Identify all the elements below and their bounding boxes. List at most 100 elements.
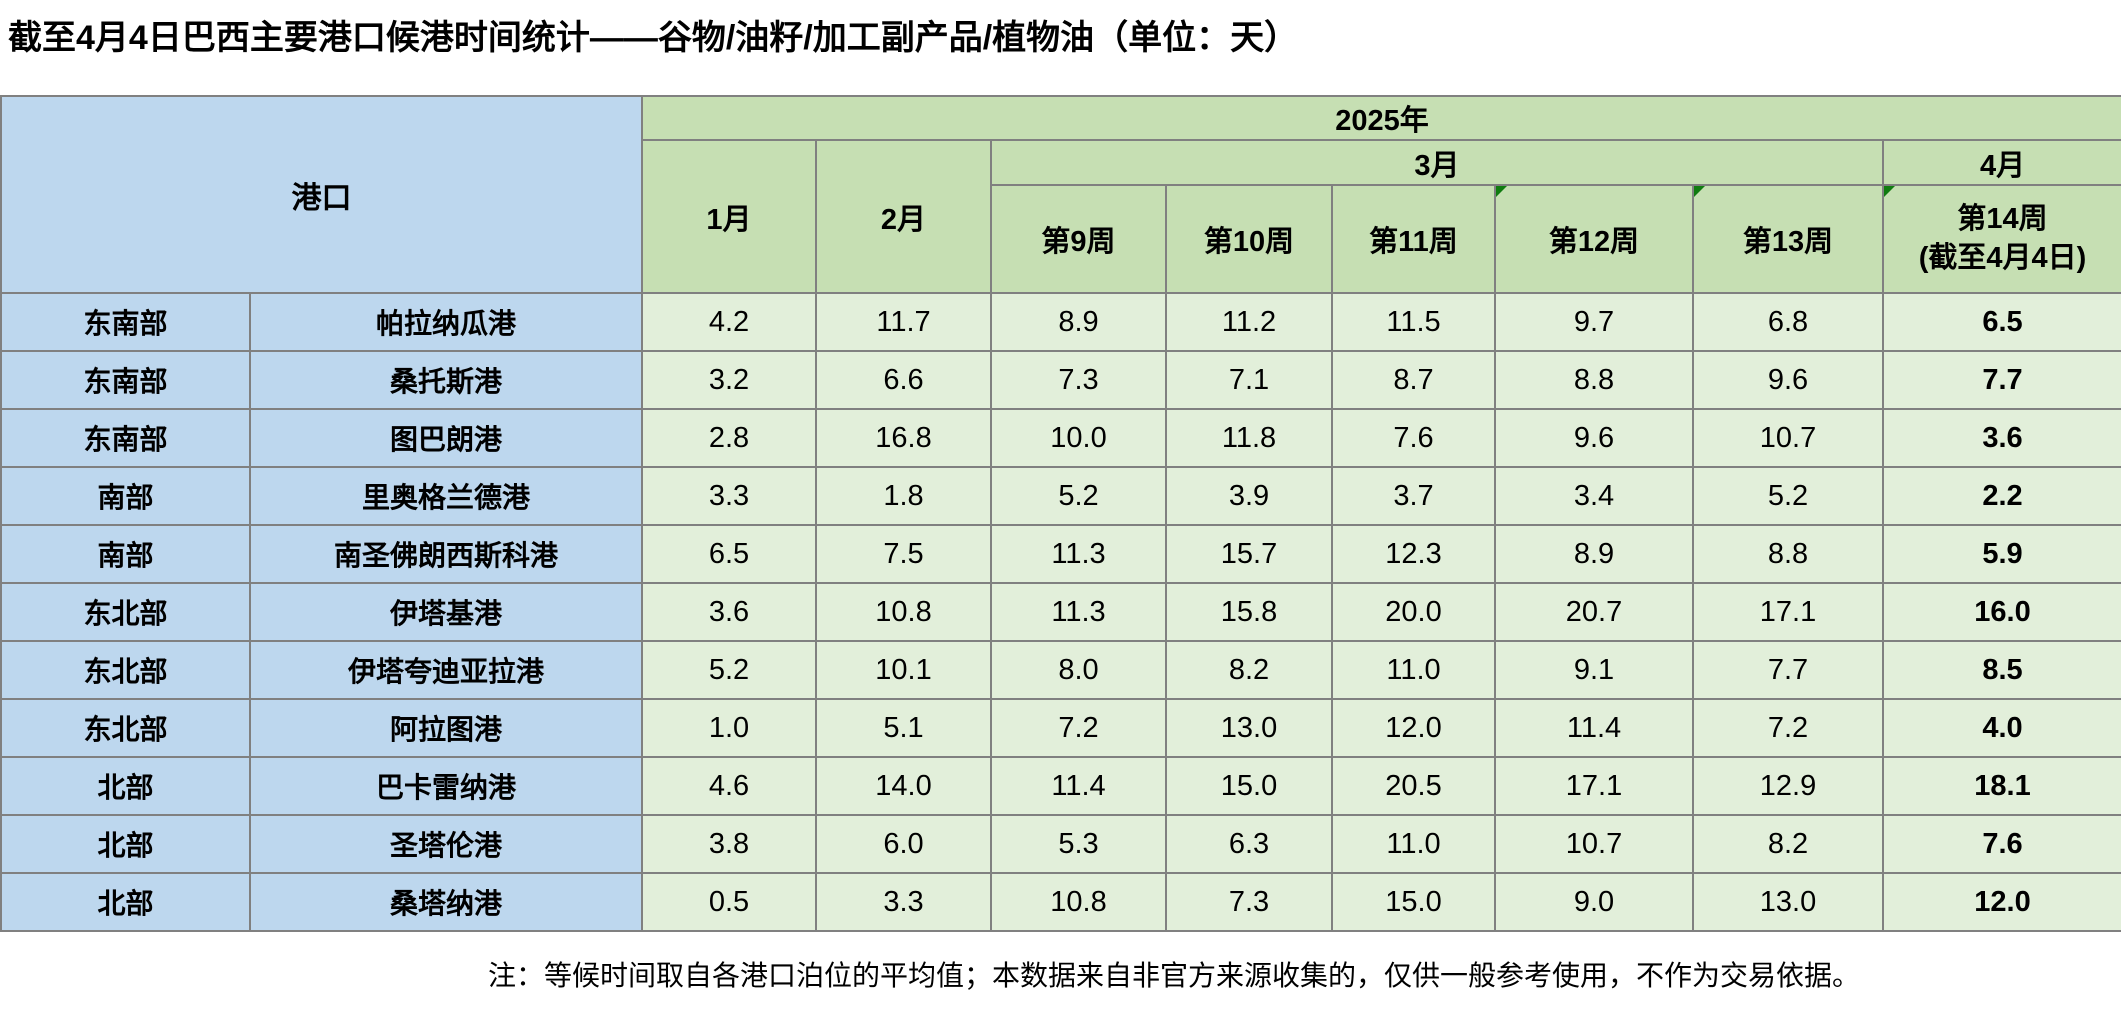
value-cell: 13.0 [1165, 698, 1333, 758]
region-cell: 东北部 [0, 640, 251, 700]
value-cell: 7.2 [1692, 698, 1884, 758]
value-cell: 5.3 [990, 814, 1167, 874]
value-cell: 16.0 [1881, 582, 2121, 642]
value-cell: 11.7 [815, 292, 992, 352]
value-cell: 5.2 [641, 640, 817, 700]
header-week-14: 第14周 (截至4月4日) [1881, 184, 2121, 294]
region-cell: 南部 [0, 524, 251, 584]
port-cell: 圣塔伦港 [249, 814, 643, 874]
region-cell: 北部 [0, 814, 251, 874]
value-cell: 7.2 [990, 698, 1167, 758]
value-cell: 11.3 [990, 524, 1167, 584]
value-cell: 5.9 [1881, 524, 2121, 584]
value-cell: 10.7 [1692, 408, 1884, 468]
port-cell: 巴卡雷纳港 [249, 756, 643, 816]
value-cell: 12.9 [1692, 756, 1884, 816]
port-cell: 伊塔夸迪亚拉港 [249, 640, 643, 700]
port-cell: 南圣佛朗西斯科港 [249, 524, 643, 584]
value-cell: 20.0 [1331, 582, 1496, 642]
header-port: 港口 [0, 95, 643, 294]
value-cell: 9.0 [1494, 872, 1694, 932]
value-cell: 7.6 [1881, 814, 2121, 874]
value-cell: 3.2 [641, 350, 817, 410]
value-cell: 3.3 [641, 466, 817, 526]
value-cell: 1.8 [815, 466, 992, 526]
value-cell: 5.1 [815, 698, 992, 758]
port-cell: 伊塔基港 [249, 582, 643, 642]
value-cell: 8.9 [1494, 524, 1694, 584]
value-cell: 7.6 [1331, 408, 1496, 468]
value-cell: 7.7 [1692, 640, 1884, 700]
header-month-jan: 1月 [641, 139, 817, 294]
value-cell: 16.8 [815, 408, 992, 468]
value-cell: 6.5 [1881, 292, 2121, 352]
header-week-11: 第11周 [1331, 184, 1496, 294]
value-cell: 4.0 [1881, 698, 2121, 758]
value-cell: 11.0 [1331, 640, 1496, 700]
value-cell: 6.0 [815, 814, 992, 874]
value-cell: 8.0 [990, 640, 1167, 700]
footnote: 注：等候时间取自各港口泊位的平均值；本数据来自非官方来源收集的，仅供一般参考使用… [488, 961, 1861, 992]
table-row: 东南部 桑托斯港 3.2 6.6 7.3 7.1 8.7 8.8 9.6 7.7 [0, 350, 2121, 410]
value-cell: 12.3 [1331, 524, 1496, 584]
value-cell: 11.5 [1331, 292, 1496, 352]
value-cell: 3.8 [641, 814, 817, 874]
value-cell: 10.8 [990, 872, 1167, 932]
value-cell: 7.3 [1165, 872, 1333, 932]
value-cell: 6.3 [1165, 814, 1333, 874]
value-cell: 10.0 [990, 408, 1167, 468]
port-cell: 里奥格兰德港 [249, 466, 643, 526]
value-cell: 8.8 [1692, 524, 1884, 584]
port-waiting-time-table: 港口 2025年 1月 2月 3月 4月 第9周 第10周 第11周 第12周 … [0, 95, 2121, 932]
value-cell: 1.0 [641, 698, 817, 758]
value-cell: 8.9 [990, 292, 1167, 352]
error-indicator-icon [1885, 187, 1895, 197]
value-cell: 10.7 [1494, 814, 1694, 874]
value-cell: 7.3 [990, 350, 1167, 410]
value-cell: 2.2 [1881, 466, 2121, 526]
value-cell: 10.8 [815, 582, 992, 642]
value-cell: 7.5 [815, 524, 992, 584]
table-row: 北部 圣塔伦港 3.8 6.0 5.3 6.3 11.0 10.7 8.2 7.… [0, 814, 2121, 874]
region-cell: 东北部 [0, 582, 251, 642]
header-week-12-label: 第12周 [1548, 226, 1640, 258]
value-cell: 9.6 [1692, 350, 1884, 410]
port-cell: 图巴朗港 [249, 408, 643, 468]
table-row: 东北部 伊塔基港 3.6 10.8 11.3 15.8 20.0 20.7 17… [0, 582, 2121, 642]
table-row: 北部 桑塔纳港 0.5 3.3 10.8 7.3 15.0 9.0 13.0 1… [0, 872, 2121, 932]
value-cell: 0.5 [641, 872, 817, 932]
header-month-feb: 2月 [815, 139, 992, 294]
value-cell: 3.4 [1494, 466, 1694, 526]
table-row: 东北部 阿拉图港 1.0 5.1 7.2 13.0 12.0 11.4 7.2 … [0, 698, 2121, 758]
table-row: 南部 里奥格兰德港 3.3 1.8 5.2 3.9 3.7 3.4 5.2 2.… [0, 466, 2121, 526]
header-week-14-sublabel: (截至4月4日) [1918, 242, 2087, 274]
value-cell: 3.7 [1331, 466, 1496, 526]
header-year-2025: 2025年 [640, 95, 2121, 141]
value-cell: 6.8 [1692, 292, 1884, 352]
value-cell: 14.0 [815, 756, 992, 816]
region-cell: 南部 [0, 466, 251, 526]
value-cell: 2.8 [641, 408, 817, 468]
value-cell: 7.1 [1165, 350, 1333, 410]
value-cell: 8.7 [1331, 350, 1496, 410]
value-cell: 7.7 [1881, 350, 2121, 410]
value-cell: 12.0 [1881, 872, 2121, 932]
table-row: 东南部 图巴朗港 2.8 16.8 10.0 11.8 7.6 9.6 10.7… [0, 408, 2121, 468]
value-cell: 10.1 [815, 640, 992, 700]
value-cell: 17.1 [1494, 756, 1694, 816]
value-cell: 3.3 [815, 872, 992, 932]
region-cell: 北部 [0, 872, 251, 932]
region-cell: 北部 [0, 756, 251, 816]
value-cell: 3.6 [1881, 408, 2121, 468]
value-cell: 17.1 [1692, 582, 1884, 642]
table-row: 北部 巴卡雷纳港 4.6 14.0 11.4 15.0 20.5 17.1 12… [0, 756, 2121, 816]
header-week-10: 第10周 [1165, 184, 1333, 294]
value-cell: 5.2 [990, 466, 1167, 526]
value-cell: 4.6 [641, 756, 817, 816]
region-cell: 东北部 [0, 698, 251, 758]
value-cell: 15.7 [1165, 524, 1333, 584]
header-week-13-label: 第13周 [1742, 226, 1834, 258]
value-cell: 15.8 [1165, 582, 1333, 642]
value-cell: 3.6 [641, 582, 817, 642]
header-week-14-label: 第14周 [1957, 202, 2048, 235]
